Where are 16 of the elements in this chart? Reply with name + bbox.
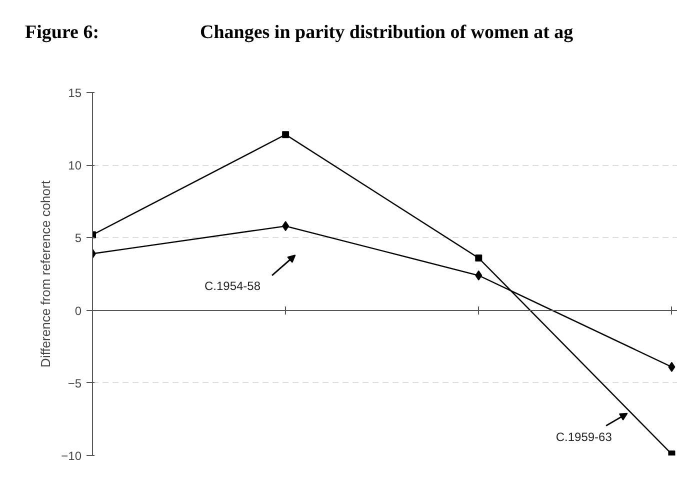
y-axis-title: Difference from reference cohort	[38, 180, 54, 368]
chart-subtitle: Changes in parity distribution of women at ag	[200, 22, 574, 43]
y-tick-label: 5	[74, 231, 82, 246]
point	[475, 254, 482, 262]
chart-title: Figure 6:	[25, 21, 100, 45]
point	[668, 362, 676, 372]
y-tick-label: 0	[74, 304, 82, 318]
annotation: C.1959-63	[556, 430, 612, 444]
point	[475, 270, 482, 280]
y-tick-label: −10	[61, 449, 82, 463]
point	[282, 131, 290, 138]
y-tick-label: 10	[68, 158, 82, 173]
annotation: C.1954-58	[204, 278, 261, 293]
y-tick-label: −5	[68, 376, 82, 390]
point	[282, 221, 290, 232]
y-tick-label: 15	[68, 86, 82, 100]
